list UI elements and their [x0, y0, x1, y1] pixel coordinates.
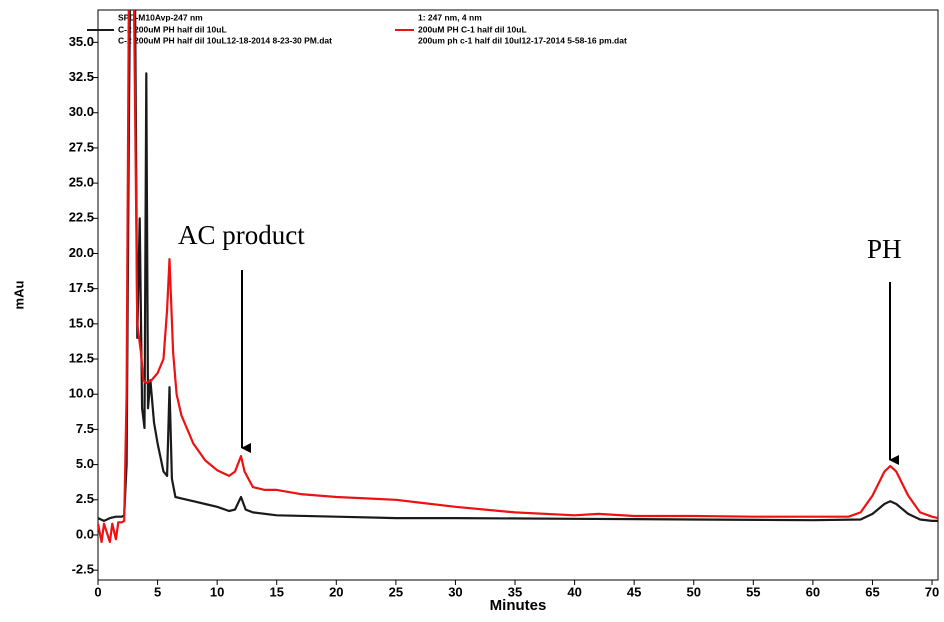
x-tick-label: 20 [329, 584, 343, 599]
y-tick-label: 15.0 [69, 315, 94, 330]
series-line [98, 10, 938, 522]
plot-area [98, 10, 938, 544]
y-tick-label: 35.0 [69, 34, 94, 49]
x-tick-label: 50 [687, 584, 701, 599]
y-tick-label: 20.0 [69, 245, 94, 260]
plot-frame [97, 9, 939, 581]
x-tick-label: 35 [508, 584, 522, 599]
y-tick-label: 25.0 [69, 175, 94, 190]
y-tick-label: 0.0 [76, 526, 94, 541]
y-tick-label: 7.5 [76, 421, 94, 436]
x-tick-label: 70 [925, 584, 939, 599]
x-tick-label: 55 [746, 584, 760, 599]
x-tick-label: 30 [448, 584, 462, 599]
legend-detector: 1: 247 nm, 4 nm [418, 12, 482, 22]
x-tick-label: 5 [154, 584, 161, 599]
y-axis-label: mAu [11, 280, 26, 309]
legend-file: C-2 200uM PH half dil 10uL12-18-2014 8-2… [118, 35, 332, 45]
legend-file: 200um ph c-1 half dil 10ul12-17-2014 5-5… [418, 35, 627, 45]
x-tick-label: 65 [865, 584, 879, 599]
x-tick-label: 40 [567, 584, 581, 599]
y-tick-label: -2.5 [72, 562, 94, 577]
y-tick-label: 27.5 [69, 139, 94, 154]
y-tick-label: 22.5 [69, 210, 94, 225]
x-tick-label: 60 [806, 584, 820, 599]
legend-detector: SPD-M10Avp-247 nm [118, 12, 203, 22]
x-tick-label: 10 [210, 584, 224, 599]
series-line [98, 10, 938, 544]
x-axis-label: Minutes [490, 597, 547, 614]
y-tick-label: 30.0 [69, 104, 94, 119]
legend-entry: C-2 200uM PH half dil 10uL [118, 24, 227, 34]
legend-entry: 200uM PH C-1 half dil 10uL [418, 24, 527, 34]
x-tick-label: 0 [94, 584, 101, 599]
x-tick-label: 25 [389, 584, 403, 599]
y-tick-label: 2.5 [76, 491, 94, 506]
y-tick-label: 17.5 [69, 280, 94, 295]
y-tick-label: 12.5 [69, 350, 94, 365]
y-tick-label: 5.0 [76, 456, 94, 471]
y-tick-label: 10.0 [69, 386, 94, 401]
y-tick-label: 32.5 [69, 69, 94, 84]
x-tick-label: 45 [627, 584, 641, 599]
x-tick-label: 15 [269, 584, 283, 599]
annotation: PH [867, 234, 902, 264]
annotation: AC product [178, 220, 305, 250]
